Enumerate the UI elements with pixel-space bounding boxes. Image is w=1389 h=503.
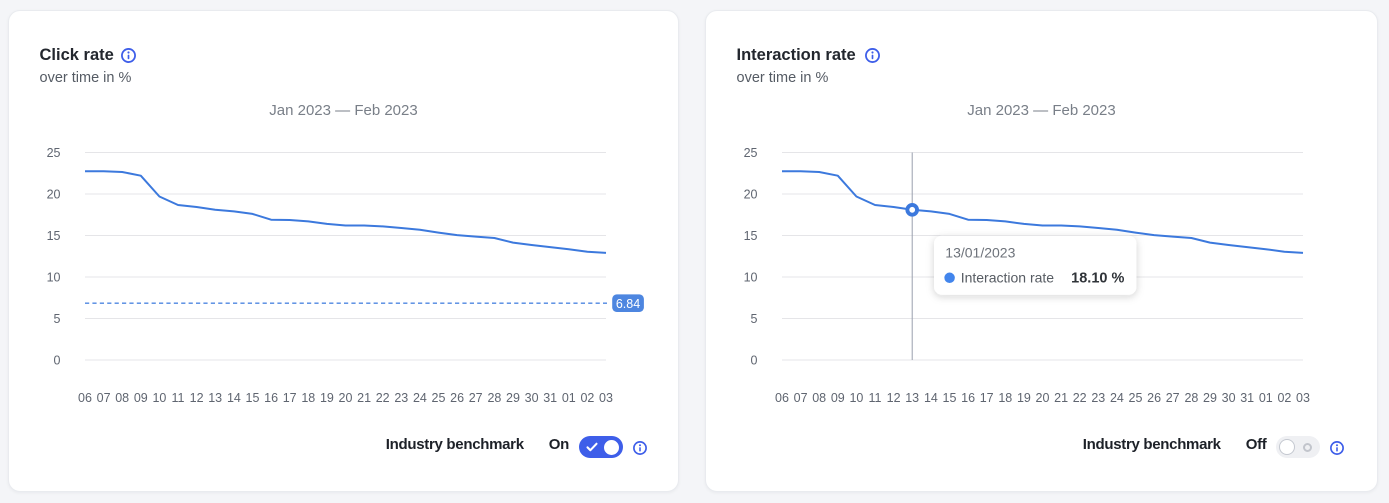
svg-text:10: 10 bbox=[47, 270, 61, 284]
svg-text:20: 20 bbox=[47, 187, 61, 201]
svg-text:22: 22 bbox=[376, 391, 390, 405]
svg-text:23: 23 bbox=[394, 391, 408, 405]
svg-text:24: 24 bbox=[413, 391, 427, 405]
svg-text:25: 25 bbox=[744, 146, 758, 160]
svg-text:10: 10 bbox=[152, 391, 166, 405]
svg-text:31: 31 bbox=[543, 391, 557, 405]
svg-text:02: 02 bbox=[580, 391, 594, 405]
svg-text:25: 25 bbox=[1129, 391, 1143, 405]
svg-text:07: 07 bbox=[794, 391, 808, 405]
svg-text:11: 11 bbox=[172, 391, 185, 405]
svg-text:08: 08 bbox=[115, 391, 129, 405]
svg-text:13: 13 bbox=[905, 391, 919, 405]
svg-text:15: 15 bbox=[744, 229, 758, 243]
svg-text:Interaction rate: Interaction rate bbox=[961, 269, 1055, 285]
svg-text:20: 20 bbox=[339, 391, 353, 405]
svg-text:12: 12 bbox=[190, 391, 204, 405]
svg-text:20: 20 bbox=[1036, 391, 1050, 405]
svg-text:25: 25 bbox=[432, 391, 446, 405]
svg-text:6.84: 6.84 bbox=[616, 297, 640, 311]
svg-text:27: 27 bbox=[1166, 391, 1180, 405]
svg-text:21: 21 bbox=[357, 391, 371, 405]
svg-text:09: 09 bbox=[134, 391, 148, 405]
svg-text:30: 30 bbox=[525, 391, 539, 405]
svg-text:19: 19 bbox=[1017, 391, 1031, 405]
svg-text:31: 31 bbox=[1240, 391, 1254, 405]
svg-text:12: 12 bbox=[887, 391, 901, 405]
svg-text:14: 14 bbox=[924, 391, 938, 405]
svg-text:06: 06 bbox=[78, 391, 92, 405]
svg-text:28: 28 bbox=[1184, 391, 1198, 405]
svg-text:18: 18 bbox=[998, 391, 1012, 405]
svg-text:06: 06 bbox=[775, 391, 789, 405]
svg-text:25: 25 bbox=[47, 146, 61, 160]
svg-text:03: 03 bbox=[599, 391, 613, 405]
svg-text:11: 11 bbox=[869, 391, 882, 405]
svg-text:13: 13 bbox=[208, 391, 222, 405]
svg-text:20: 20 bbox=[744, 187, 758, 201]
svg-text:18.10 %: 18.10 % bbox=[1071, 270, 1124, 286]
svg-text:0: 0 bbox=[751, 353, 758, 367]
svg-text:15: 15 bbox=[943, 391, 957, 405]
svg-text:10: 10 bbox=[744, 270, 758, 284]
svg-text:30: 30 bbox=[1222, 391, 1236, 405]
svg-text:23: 23 bbox=[1091, 391, 1105, 405]
svg-text:18: 18 bbox=[301, 391, 315, 405]
svg-text:02: 02 bbox=[1277, 391, 1291, 405]
svg-text:07: 07 bbox=[97, 391, 111, 405]
svg-text:29: 29 bbox=[506, 391, 520, 405]
svg-text:19: 19 bbox=[320, 391, 334, 405]
svg-text:01: 01 bbox=[1259, 391, 1273, 405]
svg-text:16: 16 bbox=[961, 391, 975, 405]
svg-text:29: 29 bbox=[1203, 391, 1217, 405]
svg-text:14: 14 bbox=[227, 391, 241, 405]
svg-text:26: 26 bbox=[1147, 391, 1161, 405]
svg-text:5: 5 bbox=[54, 312, 61, 326]
svg-text:10: 10 bbox=[849, 391, 863, 405]
svg-text:27: 27 bbox=[469, 391, 483, 405]
svg-text:28: 28 bbox=[487, 391, 501, 405]
svg-text:13/01/2023: 13/01/2023 bbox=[945, 244, 1015, 260]
svg-text:22: 22 bbox=[1073, 391, 1087, 405]
svg-text:03: 03 bbox=[1296, 391, 1310, 405]
svg-text:09: 09 bbox=[831, 391, 845, 405]
svg-text:15: 15 bbox=[246, 391, 260, 405]
svg-text:5: 5 bbox=[751, 312, 758, 326]
svg-text:26: 26 bbox=[450, 391, 464, 405]
svg-text:08: 08 bbox=[812, 391, 826, 405]
svg-text:16: 16 bbox=[264, 391, 278, 405]
svg-text:15: 15 bbox=[47, 229, 61, 243]
svg-text:21: 21 bbox=[1054, 391, 1068, 405]
svg-text:17: 17 bbox=[283, 391, 297, 405]
svg-text:01: 01 bbox=[562, 391, 576, 405]
svg-text:17: 17 bbox=[980, 391, 994, 405]
svg-text:0: 0 bbox=[54, 353, 61, 367]
svg-text:24: 24 bbox=[1110, 391, 1124, 405]
